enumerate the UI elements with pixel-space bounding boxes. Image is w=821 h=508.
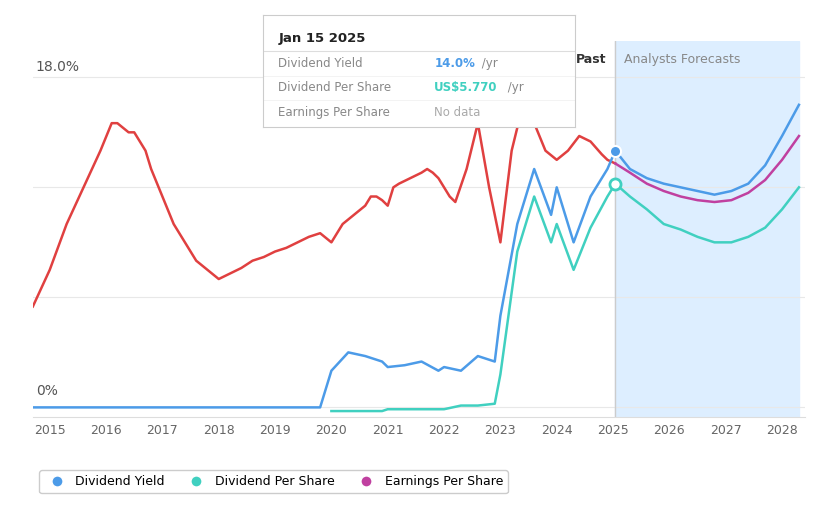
Text: Earnings Per Share: Earnings Per Share [278,106,390,119]
Text: 14.0%: 14.0% [434,57,475,70]
Text: 18.0%: 18.0% [35,59,80,74]
Text: Dividend Yield: Dividend Yield [278,57,363,70]
Text: 0%: 0% [35,384,57,398]
Text: /yr: /yr [478,57,498,70]
Text: Dividend Per Share: Dividend Per Share [278,81,392,94]
Legend: Dividend Yield, Dividend Per Share, Earnings Per Share: Dividend Yield, Dividend Per Share, Earn… [39,470,508,493]
Bar [615,41,799,417]
Text: Past: Past [576,53,607,66]
Text: No data: No data [434,106,480,119]
Text: /yr: /yr [504,81,524,94]
Text: US$5.770: US$5.770 [434,81,498,94]
Text: Jan 15 2025: Jan 15 2025 [278,32,365,45]
Text: Analysts Forecasts: Analysts Forecasts [624,53,740,66]
